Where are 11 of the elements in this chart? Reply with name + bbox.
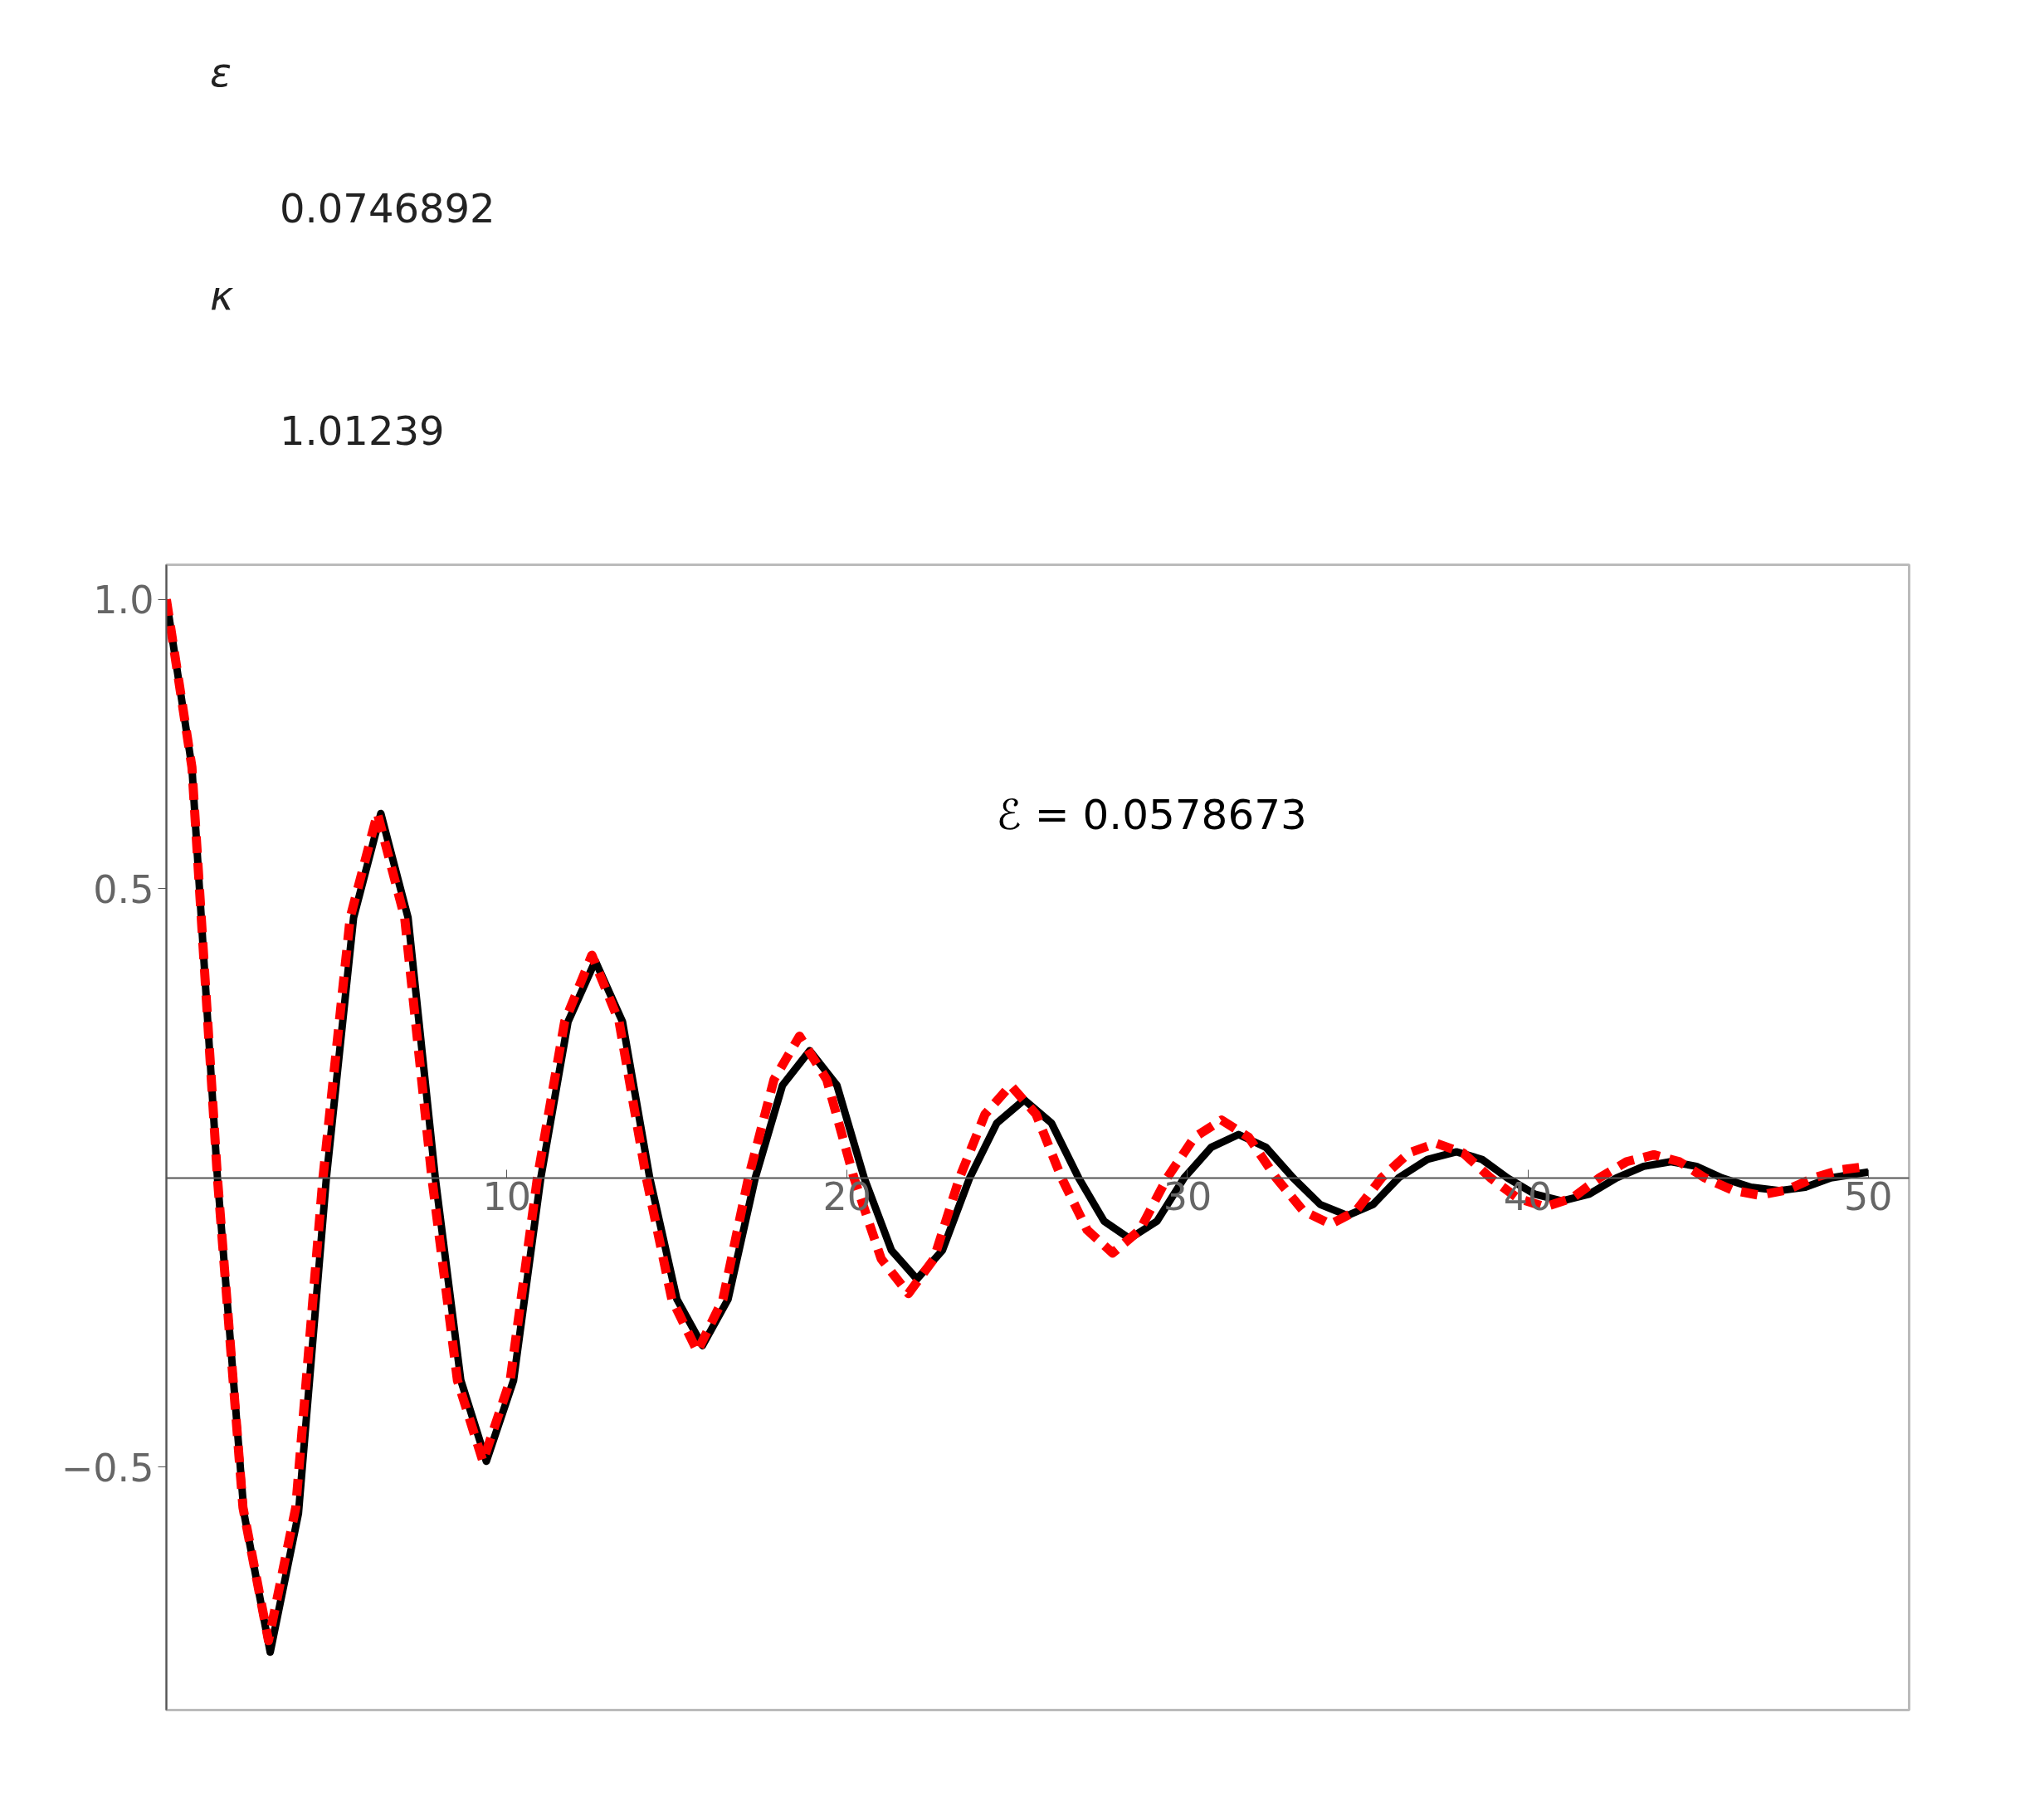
text: 0.0746892: [280, 184, 495, 232]
y-tick-label: 1.0: [93, 578, 154, 623]
y-tick-label: −0.5: [61, 1445, 154, 1491]
text: 1.01239: [280, 407, 445, 455]
text: κ: [210, 271, 234, 319]
x-tick-label: 40: [1503, 1174, 1553, 1220]
text: ε: [210, 49, 232, 96]
x-tick-label: 50: [1844, 1174, 1893, 1220]
y-tick-label: 0.5: [93, 866, 154, 912]
x-tick-label: 10: [482, 1174, 531, 1220]
annotation: ℰ = 0.0578673: [996, 790, 1307, 839]
